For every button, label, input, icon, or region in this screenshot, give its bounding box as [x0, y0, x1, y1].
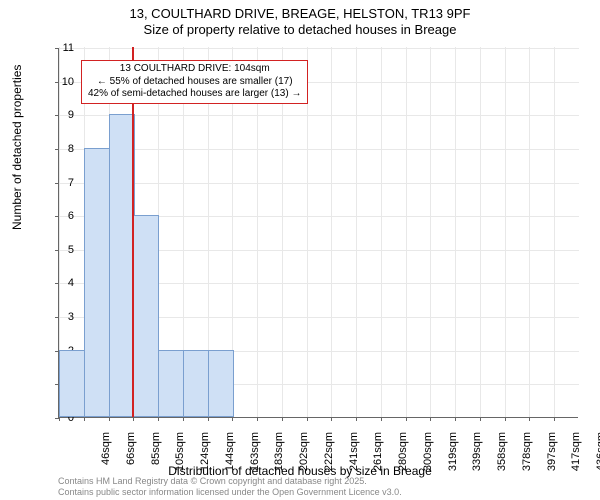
histogram-bar — [59, 350, 85, 417]
gridline-horizontal — [59, 149, 579, 150]
xtick-label: 378sqm — [521, 432, 533, 482]
ytick-label: 9 — [44, 109, 74, 121]
ytick-label: 8 — [44, 143, 74, 155]
xtick-label: 300sqm — [422, 432, 434, 482]
xtick-mark — [208, 417, 209, 421]
annotation-line: ← 55% of detached houses are smaller (17… — [88, 76, 301, 89]
gridline-vertical — [554, 47, 555, 417]
title-block: 13, COULTHARD DRIVE, BREAGE, HELSTON, TR… — [0, 0, 600, 37]
xtick-mark — [84, 417, 85, 421]
gridline-vertical — [430, 47, 431, 417]
gridline-horizontal — [59, 115, 579, 116]
ytick-label: 7 — [44, 177, 74, 189]
ytick-label: 4 — [44, 277, 74, 289]
xtick-label: 280sqm — [397, 432, 409, 482]
xtick-mark — [307, 417, 308, 421]
xtick-label: 222sqm — [323, 432, 335, 482]
gridline-vertical — [480, 47, 481, 417]
xtick-mark — [158, 417, 159, 421]
xtick-label: 163sqm — [249, 432, 261, 482]
xtick-mark — [455, 417, 456, 421]
xtick-mark — [232, 417, 233, 421]
xtick-label: 46sqm — [100, 432, 112, 482]
gridline-vertical — [381, 47, 382, 417]
xtick-label: 105sqm — [174, 432, 186, 482]
histogram-bar — [133, 215, 159, 417]
xtick-mark — [282, 417, 283, 421]
y-axis-label: Number of detached properties — [10, 65, 24, 230]
ytick-label: 3 — [44, 311, 74, 323]
ytick-label: 6 — [44, 210, 74, 222]
gridline-vertical — [529, 47, 530, 417]
annotation-box: 13 COULTHARD DRIVE: 104sqm← 55% of detac… — [81, 60, 308, 104]
xtick-mark — [505, 417, 506, 421]
histogram-bar — [84, 148, 110, 417]
xtick-mark — [529, 417, 530, 421]
gridline-vertical — [455, 47, 456, 417]
annotation-line: 13 COULTHARD DRIVE: 104sqm — [88, 63, 301, 76]
xtick-label: 417sqm — [570, 432, 582, 482]
ytick-label: 10 — [44, 76, 74, 88]
xtick-label: 202sqm — [298, 432, 310, 482]
chart-area: 13 COULTHARD DRIVE: 104sqm← 55% of detac… — [58, 48, 578, 418]
title-address: 13, COULTHARD DRIVE, BREAGE, HELSTON, TR… — [0, 6, 600, 21]
histogram-bar — [158, 350, 184, 417]
xtick-mark — [331, 417, 332, 421]
xtick-label: 261sqm — [372, 432, 384, 482]
gridline-vertical — [505, 47, 506, 417]
gridline-horizontal — [59, 183, 579, 184]
xtick-label: 241sqm — [348, 432, 360, 482]
histogram-bar — [208, 350, 234, 417]
footer-line2: Contains public sector information licen… — [58, 487, 402, 498]
xtick-label: 66sqm — [125, 432, 137, 482]
xtick-label: 339sqm — [471, 432, 483, 482]
xtick-mark — [257, 417, 258, 421]
histogram-bar — [109, 114, 135, 417]
xtick-mark — [430, 417, 431, 421]
xtick-mark — [133, 417, 134, 421]
xtick-label: 319sqm — [447, 432, 459, 482]
gridline-vertical — [356, 47, 357, 417]
xtick-mark — [381, 417, 382, 421]
xtick-mark — [356, 417, 357, 421]
xtick-label: 436sqm — [595, 432, 600, 482]
xtick-label: 397sqm — [546, 432, 558, 482]
xtick-mark — [406, 417, 407, 421]
xtick-label: 85sqm — [150, 432, 162, 482]
xtick-mark — [480, 417, 481, 421]
ytick-label: 11 — [44, 42, 74, 54]
gridline-horizontal — [59, 48, 579, 49]
xtick-mark — [183, 417, 184, 421]
annotation-line: 42% of semi-detached houses are larger (… — [88, 88, 301, 101]
plot-region: 13 COULTHARD DRIVE: 104sqm← 55% of detac… — [58, 48, 578, 418]
xtick-mark — [109, 417, 110, 421]
chart-container: 13, COULTHARD DRIVE, BREAGE, HELSTON, TR… — [0, 0, 600, 500]
ytick-label: 5 — [44, 244, 74, 256]
gridline-vertical — [331, 47, 332, 417]
histogram-bar — [183, 350, 209, 417]
xtick-label: 358sqm — [496, 432, 508, 482]
xtick-label: 144sqm — [224, 432, 236, 482]
xtick-label: 124sqm — [199, 432, 211, 482]
title-subtitle: Size of property relative to detached ho… — [0, 22, 600, 37]
xtick-mark — [554, 417, 555, 421]
gridline-vertical — [406, 47, 407, 417]
xtick-label: 183sqm — [273, 432, 285, 482]
